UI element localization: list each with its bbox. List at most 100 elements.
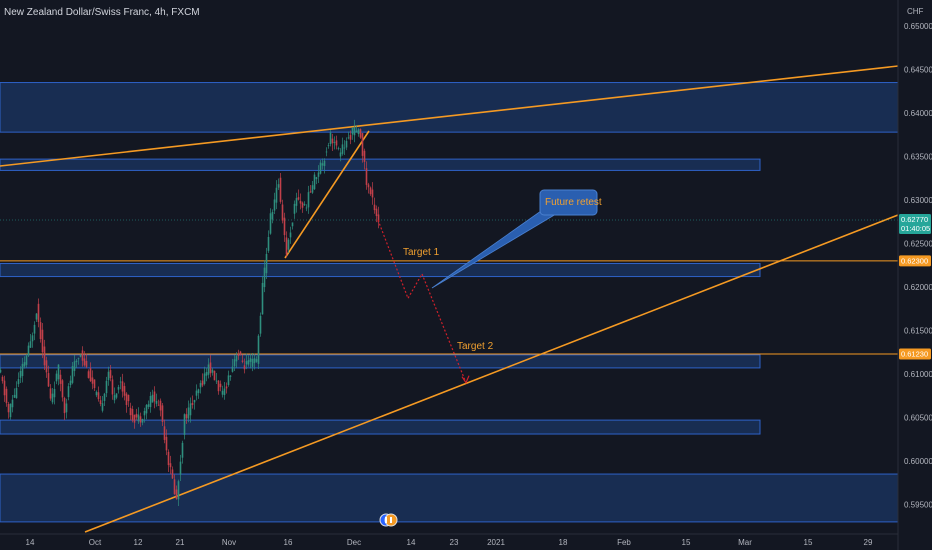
candle-body [213,370,216,381]
candle-body [263,267,266,288]
candle-body [269,213,272,234]
candle-body [317,172,320,177]
candle-body [345,140,348,148]
candle-body [367,184,370,188]
candle-body [57,364,60,380]
candle-body [115,393,118,398]
zone-rect[interactable] [0,473,899,523]
candle-body [127,394,130,402]
candle-body [225,386,228,389]
candle-body [191,402,194,405]
candle-body [31,335,34,342]
candle-body [173,479,176,495]
events-icon[interactable] [379,513,398,527]
candle-body [135,413,138,418]
candle-body [339,152,342,157]
candle-body [19,370,22,378]
projection-path[interactable] [377,219,467,383]
candle-body [271,211,274,220]
candle-body [309,191,312,193]
candle-body [131,409,134,421]
zone-rect[interactable] [0,263,761,278]
candle-body [327,145,330,147]
candle-body [353,127,356,136]
candle-body [123,386,126,396]
candle-body [151,394,154,403]
candle-body [215,380,218,382]
candle-body [153,391,156,402]
candle-body [355,130,358,133]
zone-rect[interactable] [0,82,899,133]
candle-body [289,232,292,238]
y-tick-label: 0.62500 [904,240,932,249]
candle-body [255,359,258,362]
last-price-badge[interactable] [899,214,931,235]
level-badge[interactable] [899,348,931,360]
candle-body [85,360,88,367]
candle-body [361,133,364,156]
callout-box[interactable] [539,189,598,216]
zone-rect[interactable] [0,354,761,369]
y-tick-label: 0.61500 [904,327,932,336]
candle-body [337,148,340,149]
candle-body [87,371,90,378]
candle-body [245,361,248,365]
candle-body [99,400,102,404]
candle-body [217,380,220,392]
candle-body [143,410,146,416]
candle-body [251,358,254,367]
candle-body [223,388,226,396]
candle-body [95,391,98,396]
candle-body [65,403,68,413]
candle-body [109,370,112,379]
candle-body [253,358,256,364]
target-2-label: Target 2 [457,341,494,352]
candle-body [359,129,362,138]
candle-body [247,360,250,365]
trendline[interactable] [284,130,370,259]
candle-body [13,394,16,398]
trendlines-layer [0,65,899,533]
candle-body [281,204,284,221]
candle-body [241,360,244,362]
candle-body [41,329,44,353]
candle-body [97,392,100,400]
candle-body [277,184,280,188]
candle-body [9,403,12,418]
candle-body [47,373,50,387]
candle-body [227,375,230,385]
candle-body [351,127,354,135]
candle-body [141,418,144,423]
candle-body [49,388,52,399]
candle-body [239,351,242,355]
trendline[interactable] [0,65,899,167]
candle-body [157,404,160,406]
candle-body [5,388,8,404]
candle-body [119,381,122,383]
x-tick-label: 16 [284,538,293,547]
candle-body [81,350,84,361]
candle-body [303,204,306,206]
candle-body [321,163,324,166]
last-price-badge-text: 0.62770 [901,215,928,224]
candle-body [189,403,192,416]
x-tick-label: 14 [407,538,416,547]
candle-body [219,383,222,388]
y-tick-label: 0.63000 [904,196,932,205]
candle-body [311,185,314,193]
candle-body [357,129,360,135]
x-tick-label: 15 [682,538,691,547]
candle-body [201,380,204,386]
zone-rect[interactable] [0,158,761,171]
zone-rect[interactable] [0,419,761,435]
trendline[interactable] [84,214,899,533]
candle-body [23,362,26,367]
candle-body [287,239,290,250]
candles-layer [0,119,380,507]
x-tick-label: Mar [738,538,752,547]
zones-layer [0,82,899,523]
level-badge[interactable] [899,255,931,267]
x-tick-label: 14 [26,538,35,547]
x-tick-label: 23 [450,538,459,547]
